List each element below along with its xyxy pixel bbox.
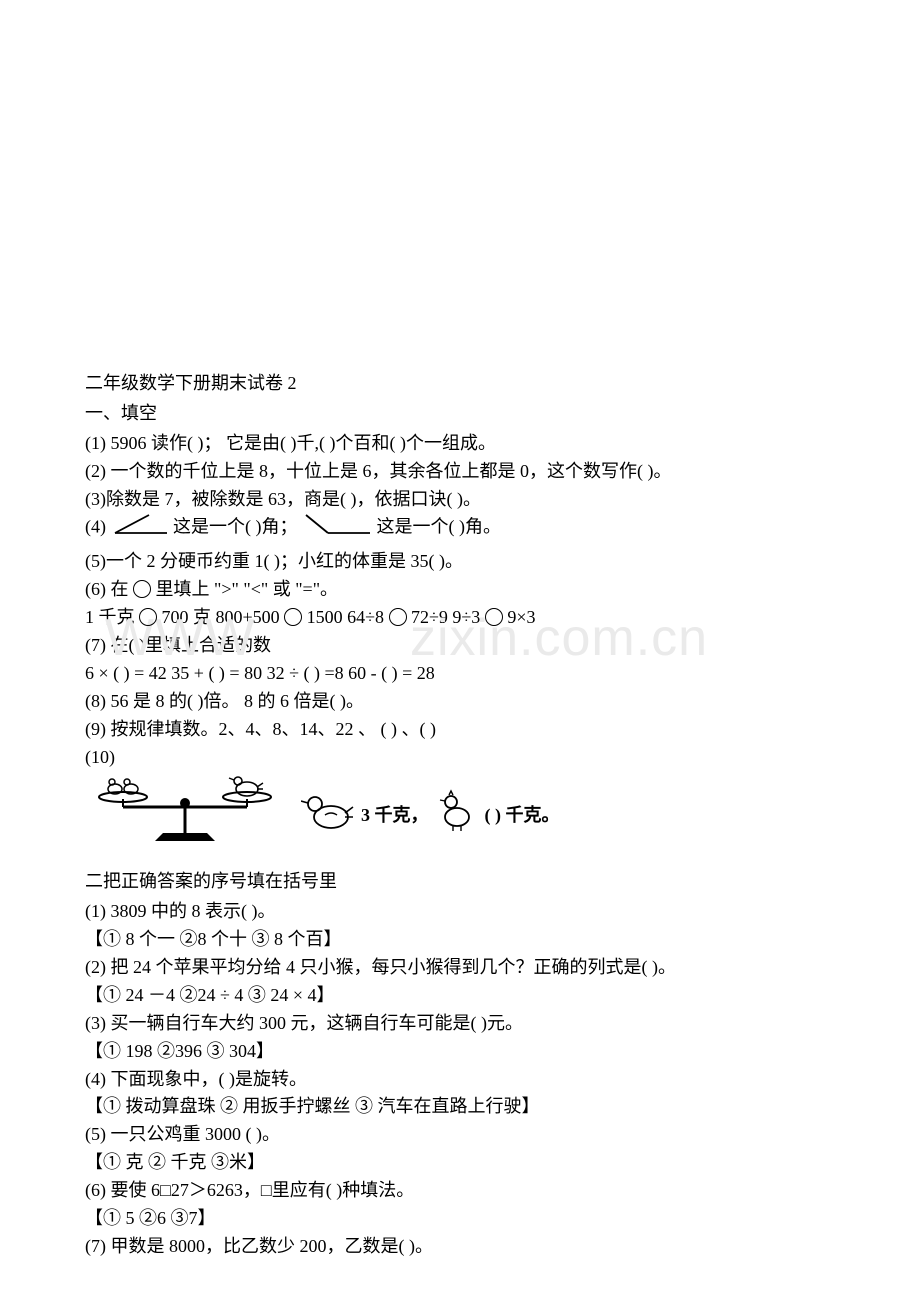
s2q3-opts: 【① 198 ②396 ③ 304】 bbox=[85, 1038, 880, 1066]
s2q6-opts: 【① 5 ②6 ③7】 bbox=[85, 1205, 880, 1233]
q4: (4) 这是一个( )角； 这是一个( )角。 bbox=[85, 513, 880, 544]
q6b: 里填上 ">" "<" 或 "="。 bbox=[156, 579, 339, 599]
circle-icon bbox=[284, 608, 302, 626]
q3: (3)除数是 7，被除数是 63，商是( )，依据口诀( )。 bbox=[85, 486, 880, 514]
q6-row: 1 千克 700 克 800+500 1500 64÷8 72÷9 9÷3 9×… bbox=[85, 604, 880, 632]
q5: (5)一个 2 分硬币约重 1( )；小红的体重是 35( )。 bbox=[85, 548, 880, 576]
s2q7: (7) 甲数是 8000，比乙数少 200，乙数是( )。 bbox=[85, 1233, 880, 1261]
s2q5-opts: 【① 克 ② 千克 ③米】 bbox=[85, 1149, 880, 1177]
q4-prefix: (4) bbox=[85, 517, 111, 537]
section-2-heading: 二把正确答案的序号填在括号里 bbox=[85, 868, 880, 896]
q9: (9) 按规律填数。2、4、8、14、22 、 ( ) 、( ) bbox=[85, 716, 880, 744]
duck-icon bbox=[301, 789, 355, 842]
q1: (1) 5906 读作( )； 它是由( )千,( )个百和( )个一组成。 bbox=[85, 430, 880, 458]
q7-line: 6 × ( ) = 42 35 + ( ) = 80 32 ÷ ( ) =8 6… bbox=[85, 660, 880, 688]
q10-text-2: ( ) 千克。 bbox=[485, 802, 560, 830]
q6-intro: (6) 在 里填上 ">" "<" 或 "="。 bbox=[85, 576, 880, 604]
circle-icon bbox=[485, 608, 503, 626]
q2: (2) 一个数的千位上是 8，十位上是 6，其余各位上都是 0，这个数写作( )… bbox=[85, 458, 880, 486]
angle-obtuse-icon bbox=[302, 513, 372, 544]
q6-c4: 9×3 bbox=[507, 607, 535, 627]
section-1-heading: 一、填空 bbox=[85, 400, 880, 428]
s2q4: (4) 下面现象中，( )是旋转。 bbox=[85, 1066, 880, 1094]
q4-end: 这是一个( )角。 bbox=[377, 517, 502, 537]
circle-icon bbox=[133, 580, 151, 598]
q8: (8) 56 是 8 的( )倍。 8 的 6 倍是( )。 bbox=[85, 688, 880, 716]
q6-c2: 1500 64÷8 bbox=[307, 607, 384, 627]
q10-label: (10) bbox=[85, 744, 880, 772]
q10-text-1: 3 千克， bbox=[361, 802, 429, 830]
s2q2: (2) 把 24 个苹果平均分给 4 只小猴，每只小猴得到几个？正确的列式是( … bbox=[85, 954, 880, 982]
q7: (7) 在( )里填上合适的数 bbox=[85, 632, 880, 660]
q6a: (6) 在 bbox=[85, 579, 129, 599]
circle-icon bbox=[389, 608, 407, 626]
doc-title: 二年级数学下册期末试卷 2 bbox=[85, 370, 880, 398]
q6-p1: 1 千克 bbox=[85, 607, 135, 627]
q6-c3: 72÷9 9÷3 bbox=[411, 607, 480, 627]
s2q4-opts: 【① 拨动算盘珠 ② 用扳手拧螺丝 ③ 汽车在直路上行驶】 bbox=[85, 1093, 880, 1121]
s2q1: (1) 3809 中的 8 表示( )。 bbox=[85, 898, 880, 926]
page-content: 二年级数学下册期末试卷 2 一、填空 (1) 5906 读作( )； 它是由( … bbox=[0, 0, 920, 1261]
circle-icon bbox=[139, 608, 157, 626]
s2q2-opts: 【① 24 －4 ②24 ÷ 4 ③ 24 × 4】 bbox=[85, 982, 880, 1010]
s2q3: (3) 买一辆自行车大约 300 元，这辆自行车可能是( )元。 bbox=[85, 1010, 880, 1038]
s2q1-opts: 【① 8 个一 ②8 个十 ③ 8 个百】 bbox=[85, 926, 880, 954]
s2q5: (5) 一只公鸡重 3000 ( )。 bbox=[85, 1121, 880, 1149]
chick-icon bbox=[435, 789, 479, 842]
s2q6: (6) 要使 6□27＞6263，□里应有( )种填法。 bbox=[85, 1177, 880, 1205]
q10-figure: 3 千克， ( ) 千克。 bbox=[85, 775, 880, 856]
balance-scale-icon bbox=[85, 775, 285, 856]
angle-acute-icon bbox=[111, 513, 169, 544]
q4-mid: 这是一个( )角； bbox=[173, 517, 298, 537]
q6-c1: 700 克 800+500 bbox=[162, 607, 280, 627]
